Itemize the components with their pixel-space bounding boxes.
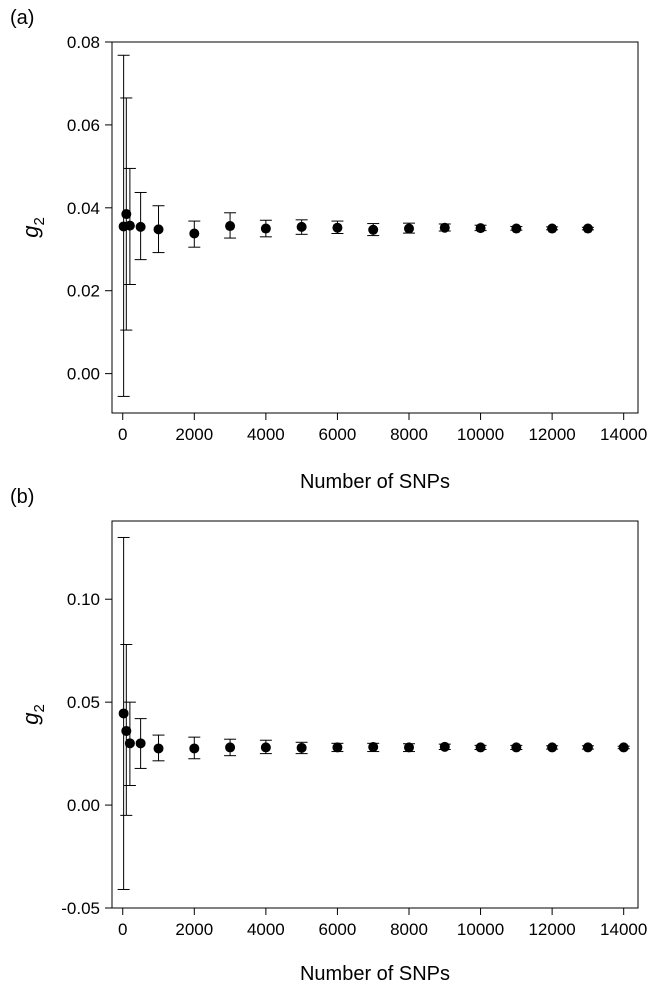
data-point [475, 742, 486, 753]
data-point [403, 742, 414, 753]
y-tick-label: 0.05 [67, 693, 100, 712]
plot-frame [111, 520, 639, 909]
x-tick-label: 0 [118, 425, 127, 444]
data-point [189, 743, 200, 754]
y-tick-label: 0.06 [67, 116, 100, 135]
data-point [332, 742, 343, 753]
x-tick-label: 4000 [247, 920, 285, 939]
data-point [511, 223, 522, 234]
panel-label: (a) [10, 7, 34, 29]
data-point [124, 220, 135, 231]
data-point [547, 742, 558, 753]
data-point [547, 223, 558, 234]
y-tick-label: 0.00 [67, 365, 100, 384]
data-point [296, 742, 307, 753]
y-tick-label: 0.00 [67, 796, 100, 815]
x-tick-label: 10000 [457, 920, 504, 939]
data-point [439, 222, 450, 233]
x-tick-label: 8000 [390, 920, 428, 939]
y-tick-label: 0.02 [67, 282, 100, 301]
data-point [403, 223, 414, 234]
data-point [189, 228, 200, 239]
data-point [582, 223, 593, 234]
x-tick-label: 0 [118, 920, 127, 939]
x-tick-label: 6000 [319, 425, 357, 444]
x-tick-label: 4000 [247, 425, 285, 444]
data-point [582, 742, 593, 753]
data-point [511, 742, 522, 753]
x-tick-label: 2000 [175, 425, 213, 444]
data-point [153, 224, 164, 235]
x-tick-label: 2000 [175, 920, 213, 939]
y-tick-label: -0.05 [61, 899, 100, 918]
data-point [368, 224, 379, 235]
x-tick-label: 14000 [600, 920, 647, 939]
chart-panel-b: (b) -0.05 0.00 0.05 0.10 0 2000 4000 6000 8000 100… [10, 486, 647, 985]
plot-frame [111, 41, 639, 414]
y-tick-label: 0.08 [67, 33, 100, 52]
data-point [121, 725, 132, 736]
data-point [153, 743, 164, 754]
x-tick-label: 6000 [319, 920, 357, 939]
x-tick-label: 14000 [600, 425, 647, 444]
data-point [135, 738, 146, 749]
data-point [332, 222, 343, 233]
x-axis-label: Number of SNPs [300, 963, 450, 985]
data-point [135, 221, 146, 232]
data-point [296, 221, 307, 232]
data-point [225, 742, 236, 753]
data-point [124, 738, 135, 749]
y-axis-label: g2 [18, 704, 48, 725]
data-point [225, 221, 236, 232]
data-point [260, 742, 271, 753]
data-point [368, 742, 379, 753]
chart-panel-a: (a) 0.00 0.02 0.04 0.06 0.08 0 2000 4000 6000 8000… [10, 7, 647, 493]
data-point [121, 209, 132, 220]
x-tick-label: 8000 [390, 425, 428, 444]
x-tick-label: 12000 [528, 425, 575, 444]
y-axis-label: g2 [18, 217, 48, 238]
data-point [260, 223, 271, 234]
x-tick-label: 12000 [528, 920, 575, 939]
data-point [618, 742, 629, 753]
y-tick-label: 0.10 [67, 590, 100, 609]
x-axis-label: Number of SNPs [300, 471, 450, 493]
y-tick-label: 0.04 [67, 199, 100, 218]
data-point [439, 741, 450, 752]
data-point [475, 223, 486, 234]
panel-label: (b) [10, 486, 34, 508]
x-tick-label: 10000 [457, 425, 504, 444]
data-point [118, 708, 129, 719]
